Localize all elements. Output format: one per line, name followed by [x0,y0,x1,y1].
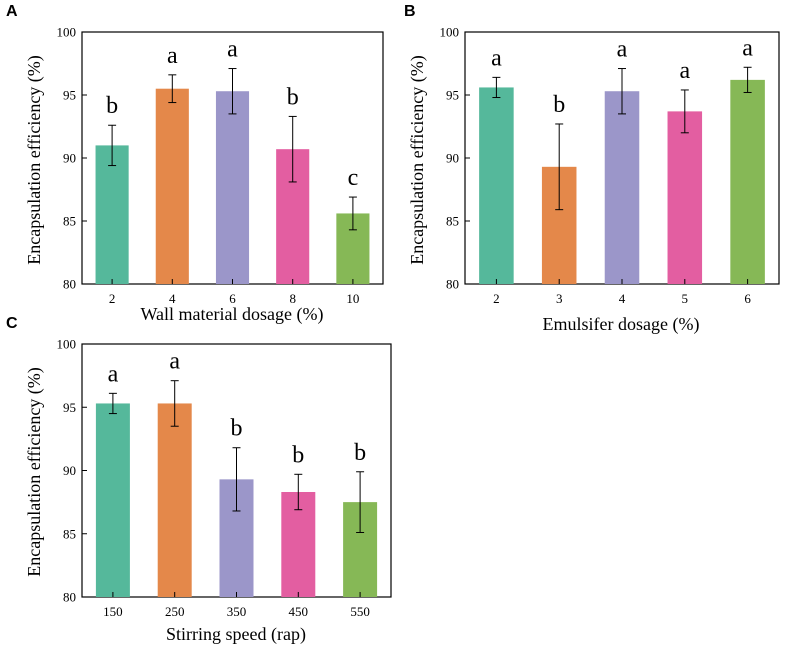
panel-letter: B [404,3,416,20]
y-tick-label: 100 [57,337,77,352]
x-tick-label: 3 [556,291,563,306]
chart-panel-c: C 80 85 90 95 100 a 150 a 250 b 350 b 450 b 550 Stirring… [6,315,392,645]
x-tick-label: 4 [169,291,176,306]
bar [95,403,130,597]
significance-label: a [167,43,178,69]
y-tick-label: 90 [446,151,459,166]
y-tick-label: 100 [57,25,77,40]
x-tick-label: 550 [350,604,370,619]
x-tick-label: 350 [227,604,247,619]
significance-label: a [108,361,119,387]
x-tick-label: 6 [744,291,751,306]
y-tick-label: 90 [63,151,76,166]
significance-label: a [679,58,690,84]
bar [604,91,640,284]
panel-letter: A [6,3,18,20]
x-tick-label: 5 [682,291,689,306]
significance-label: a [617,37,628,63]
bar [155,88,189,284]
significance-label: b [354,440,366,466]
y-axis-label: Encapsulation efficiency (%) [407,55,428,265]
y-tick-label: 85 [63,526,76,541]
x-axis-label: Emulsifer dosage (%) [543,314,700,335]
significance-label: b [553,92,565,118]
significance-label: b [292,442,304,468]
significance-label: a [742,35,753,61]
x-tick-label: 10 [346,291,359,306]
bar [95,145,129,284]
y-axis-label: Encapsulation efficiency (%) [24,55,45,265]
bar [479,87,514,284]
significance-label: a [491,45,502,71]
x-tick-label: 6 [229,291,236,306]
significance-label: c [348,165,359,191]
bar [215,91,250,284]
x-tick-label: 150 [103,604,123,619]
y-tick-label: 95 [63,88,76,103]
bar [730,79,765,284]
y-tick-label: 80 [446,277,459,292]
x-tick-label: 250 [165,604,185,619]
y-tick-label: 95 [63,400,76,415]
significance-label: b [287,84,299,110]
y-tick-label: 80 [63,590,76,605]
y-tick-label: 90 [63,463,76,478]
significance-label: a [227,37,238,63]
bar [157,403,192,597]
x-tick-label: 2 [493,291,500,306]
x-tick-label: 450 [289,604,309,619]
chart-panel-a: A 80 85 90 95 100 b 2 a 4 a 6 b 8 c 10 Wall material dos… [6,3,384,325]
x-axis-label: Wall material dosage (%) [141,304,324,325]
x-tick-label: 2 [109,291,116,306]
chart-panel-b: B 80 85 90 95 100 a 2 b 3 a 4 a 5 a 6 Emulsifer dosage (… [404,3,780,335]
y-tick-label: 95 [446,88,459,103]
x-axis-label: Stirring speed (rap) [166,624,306,645]
significance-label: a [169,349,180,375]
x-tick-label: 4 [619,291,626,306]
y-tick-label: 85 [446,214,459,229]
significance-label: b [231,416,243,442]
bar [667,111,703,284]
y-tick-label: 80 [63,277,76,292]
y-tick-label: 85 [63,214,76,229]
y-axis-label: Encapsulation efficiency (%) [24,367,45,577]
y-tick-label: 100 [440,25,460,40]
significance-label: b [106,93,118,119]
x-tick-label: 8 [289,291,296,306]
panel-letter: C [6,315,18,332]
